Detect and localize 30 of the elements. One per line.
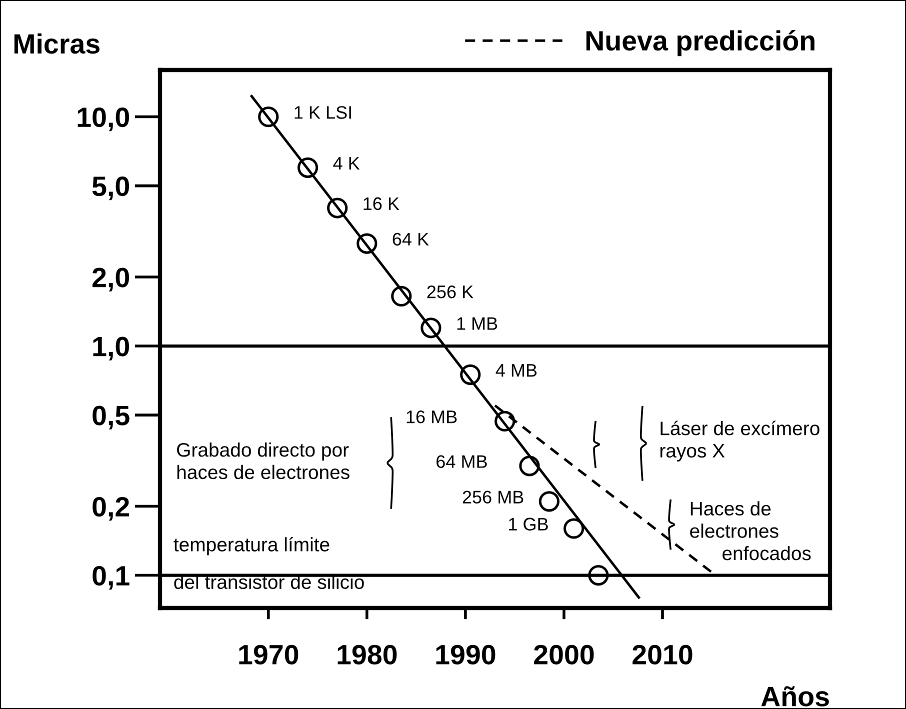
x-tick-label: 1980 (338, 644, 397, 665)
y-tick-label: 1,0 (93, 336, 130, 360)
annotation: 1 GB (509, 518, 548, 531)
annotation: Láser de excímero rayos X (660, 420, 820, 462)
annotation: 16 MB (406, 410, 457, 424)
annotation: 256 MB (462, 490, 524, 504)
annotation: 256 K (427, 285, 474, 298)
y-tick-label: 10,0 (78, 107, 130, 132)
y-tick-label: 2,0 (92, 268, 130, 292)
y-axis-title: Micras (14, 33, 100, 54)
annotation: 64 MB (436, 455, 487, 468)
x-axis-title: Años (761, 686, 829, 706)
x-tick-label: 2000 (534, 644, 594, 665)
annotation: 16 K (364, 197, 400, 210)
annotation: 1 K LSI (294, 106, 351, 119)
annotation: 64 K (392, 232, 429, 246)
annotation: 4 MB (496, 364, 537, 377)
y-tick-label: 0,5 (92, 406, 130, 430)
y-tick-label: 0,1 (92, 566, 130, 590)
y-tick-label: 0,2 (92, 496, 130, 521)
x-tick-label: 1970 (239, 644, 298, 665)
annotation: 1 MB (457, 317, 498, 330)
annotation: Haces de electrones enfocados (690, 501, 811, 560)
x-tick-label: 2010 (632, 644, 692, 665)
annotation: 4 K (333, 157, 360, 170)
annotation: Grabado directo por haces de electrones (177, 442, 350, 480)
annotation: temperatura límite (174, 536, 330, 556)
x-tick-label: 1990 (436, 644, 496, 665)
y-tick-label: 5,0 (92, 176, 130, 200)
legend-label: Nueva predicción (586, 30, 814, 56)
